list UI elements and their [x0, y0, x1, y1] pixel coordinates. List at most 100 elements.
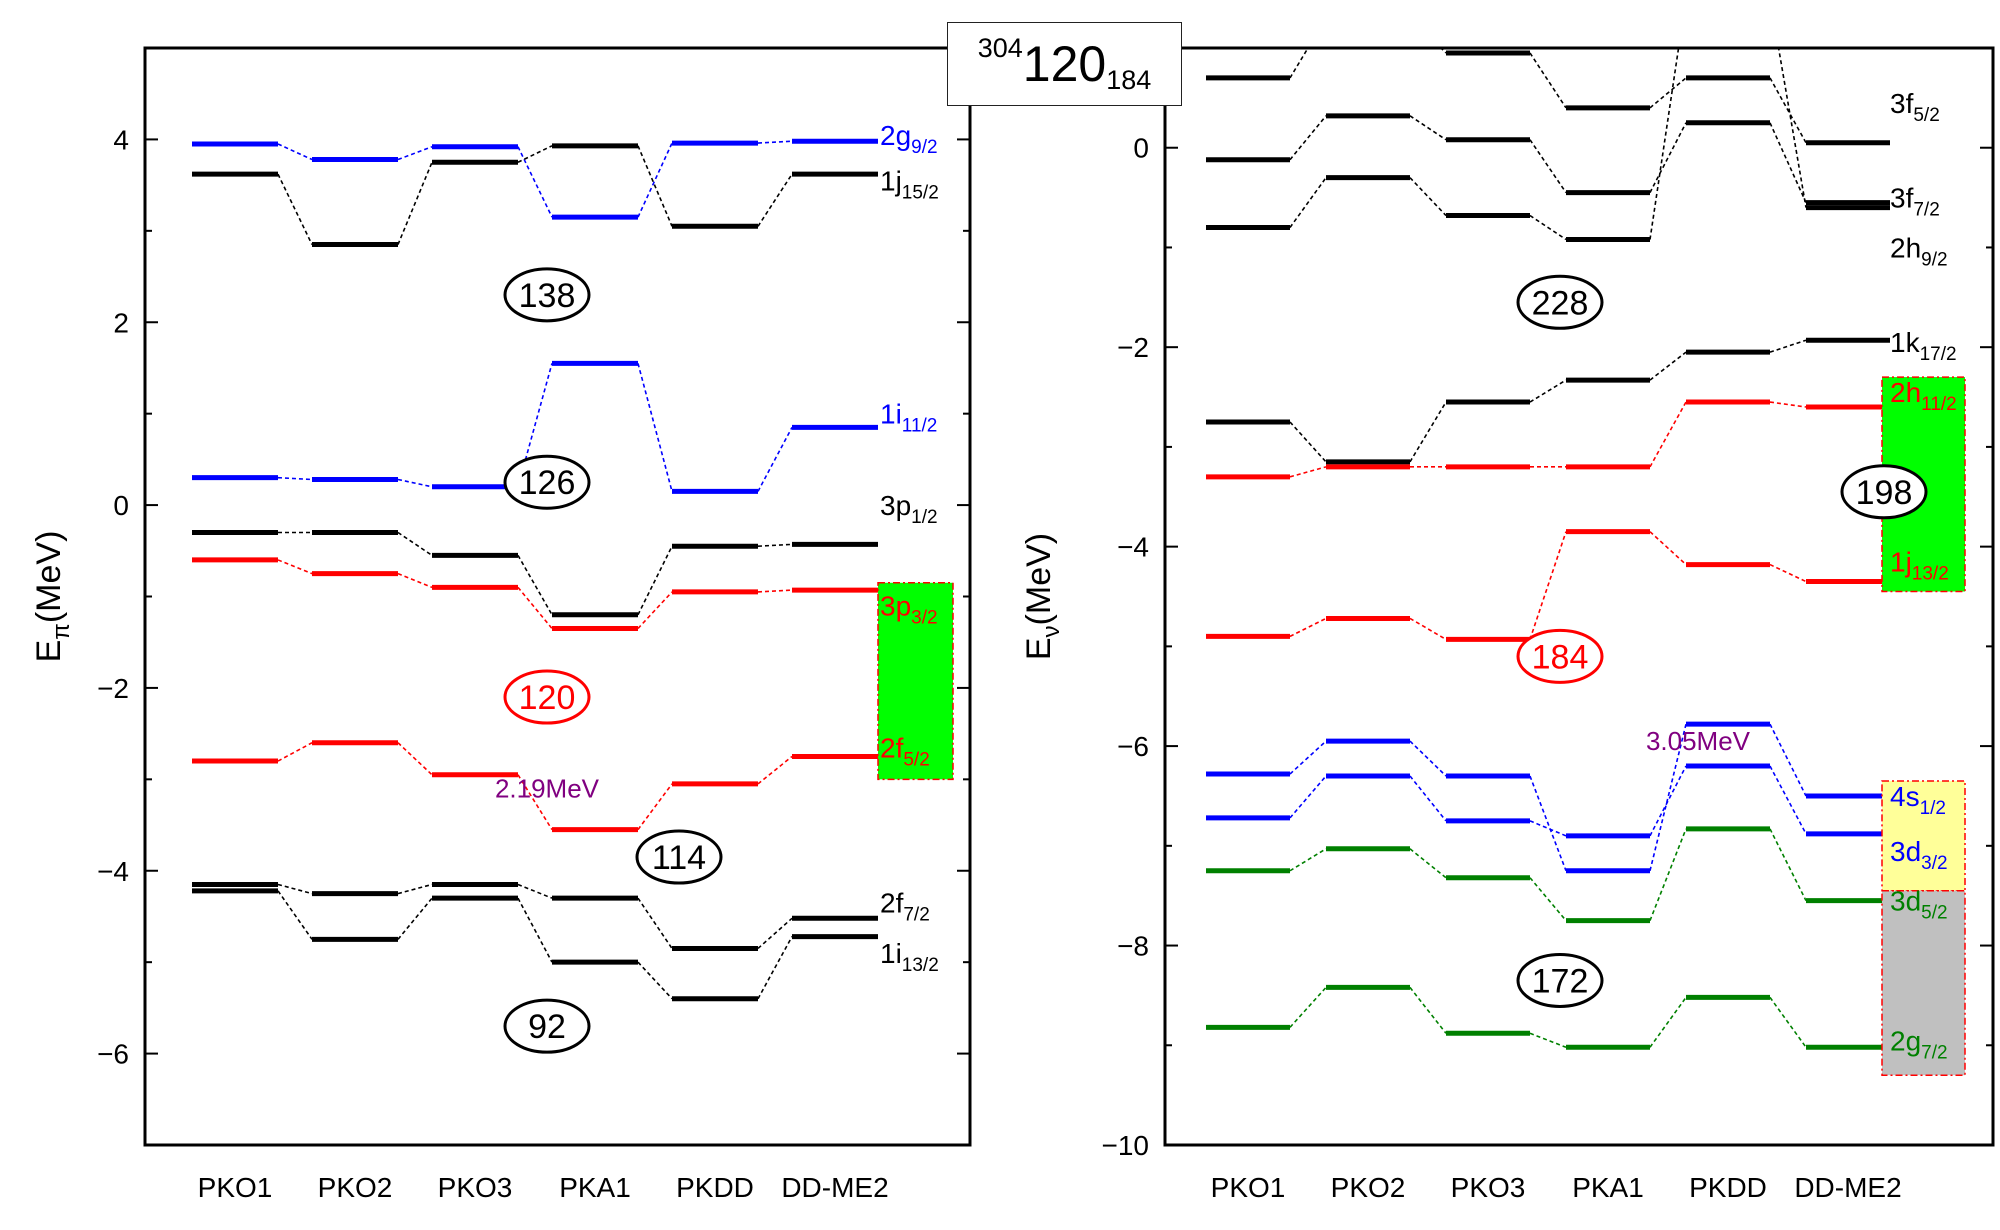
level-connector	[1289, 775, 1327, 819]
level-connector	[1409, 848, 1447, 879]
nucleus-title: 304 120 184	[947, 22, 1182, 106]
y-tick-label: −4	[97, 856, 129, 887]
level-label: 1i11/2	[880, 399, 937, 437]
axes-frame	[143, 46, 972, 1147]
level-connector	[1289, 466, 1327, 478]
level-1j15/2	[192, 143, 878, 248]
shell-gap-126: 126	[503, 454, 591, 510]
mass-number: 304	[977, 32, 1023, 63]
level-connector	[1769, 122, 1807, 203]
level-connector	[397, 145, 433, 161]
y-axis-title: Eπ(MeV)	[30, 531, 75, 663]
level-connector	[277, 173, 313, 245]
level-connector	[1409, 740, 1447, 777]
level-3d5/2	[1206, 826, 1890, 924]
level-connector	[757, 936, 793, 1000]
level-connector	[757, 173, 793, 227]
level-2h9/2	[1206, 48, 1890, 242]
level-label: 3d5/2	[1890, 886, 1948, 924]
x-category-label: PKO3	[1451, 1172, 1526, 1203]
level-connector	[1649, 122, 1687, 193]
y-tick-label: 0	[1133, 133, 1149, 164]
level-connector	[1409, 775, 1447, 822]
level-connector	[397, 883, 433, 895]
level-connector	[397, 161, 433, 245]
level-2f7/2	[192, 881, 878, 951]
level-connector	[1529, 379, 1567, 403]
level-connector	[637, 783, 673, 831]
level-connector	[637, 363, 673, 492]
x-category-label: DD-ME2	[1794, 1172, 1901, 1203]
level-connector	[757, 755, 793, 785]
level-connector	[517, 586, 553, 630]
level-2h11/2	[1206, 399, 1890, 480]
x-category-label: PKO2	[318, 1172, 393, 1203]
shell-gap-228: 228	[1516, 274, 1604, 330]
level-label: 3f5/2	[1890, 88, 1940, 126]
level-label: 2g7/2	[1890, 1025, 1948, 1063]
shell-gap-label: 92	[528, 1008, 566, 1046]
level-connector	[277, 883, 313, 895]
level-connector	[757, 543, 793, 548]
highlight-band	[877, 582, 954, 781]
x-category-label: PKO1	[198, 1172, 273, 1203]
highlight-band	[1881, 889, 1966, 1076]
y-axis-title: Eν(MeV)	[1020, 533, 1065, 660]
proton-panel: −6 −4 −2 0 2 4 PKO1 PKO2 PKO3 PKA1 PKDD DD-ME2 Eπ(Me…	[30, 46, 972, 1203]
level-connector	[1649, 77, 1687, 109]
plot-area	[192, 138, 878, 1002]
level-connector	[1777, 48, 1807, 208]
x-category-label: PKDD	[676, 1172, 754, 1203]
level-connector	[517, 554, 553, 616]
level-connector	[1769, 828, 1807, 902]
level-label: 2h11/2	[1890, 377, 1957, 415]
level-connector	[1409, 115, 1447, 141]
level-2g9/2	[192, 138, 878, 220]
level-connector	[1769, 339, 1807, 353]
level-3d3/2	[1206, 763, 1890, 839]
shell-gap-label: 228	[1532, 284, 1589, 322]
y-tick-label: −6	[97, 1039, 129, 1070]
level-connector	[517, 883, 553, 899]
level-connector	[1649, 401, 1687, 468]
level-connector	[1529, 775, 1567, 872]
level-connector	[1529, 1032, 1567, 1049]
level-connector	[1769, 765, 1807, 835]
level-connector	[757, 140, 793, 144]
level-connector	[1649, 531, 1687, 566]
shell-gap-label: 120	[519, 679, 576, 717]
shell-gap-92: 92	[503, 998, 591, 1054]
neutron-panel: −10 −8 −6 −4 −2 0 PKO1 PKO2 PKO3 PKA1 PKDD DD-ME2 Eν…	[1020, 46, 1995, 1203]
level-connector	[517, 897, 553, 963]
shell-gap-184: 184	[1516, 628, 1604, 684]
level-connector	[637, 897, 673, 949]
level-connector	[1769, 563, 1807, 583]
x-category-label: PKO3	[438, 1172, 513, 1203]
shell-gap-138: 138	[503, 267, 591, 323]
level-connector	[637, 142, 673, 218]
level-connector	[277, 890, 313, 940]
level-2f5/2	[192, 740, 878, 833]
level-connector	[1409, 401, 1447, 463]
level-2g7/2	[1206, 984, 1890, 1050]
shell-gap-198: 198	[1840, 464, 1928, 520]
y-tick-label: −2	[97, 673, 129, 704]
level-connector	[1289, 177, 1327, 228]
level-connector	[1649, 48, 1680, 240]
y-tick-label: −8	[1117, 931, 1149, 962]
plot-area	[1206, 48, 1890, 1050]
level-connector	[1409, 617, 1447, 641]
level-connector	[1289, 848, 1327, 872]
level-connector	[277, 742, 313, 762]
level-connector	[1649, 996, 1687, 1048]
level-connector	[397, 742, 433, 776]
level-label: 1j15/2	[880, 166, 939, 204]
y-tick-label: −6	[1117, 731, 1149, 762]
level-1j13/2	[1206, 529, 1890, 642]
neutron-number: 184	[1106, 64, 1152, 95]
level-3p3/2	[192, 557, 878, 631]
level-label: 1k17/2	[1890, 327, 1957, 365]
level-3f5/2	[1206, 48, 1890, 146]
level-label: 3d3/2	[1890, 836, 1948, 874]
